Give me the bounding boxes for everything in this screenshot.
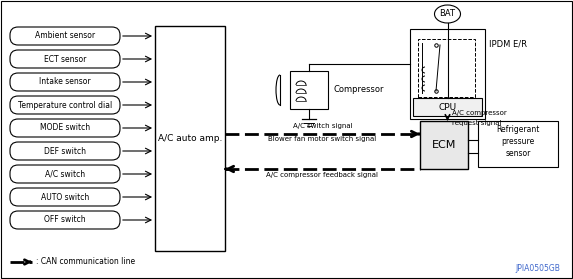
FancyBboxPatch shape xyxy=(10,50,120,68)
FancyBboxPatch shape xyxy=(10,142,120,160)
Text: pressure: pressure xyxy=(501,138,535,146)
Bar xyxy=(413,98,482,116)
Text: A/C compressor: A/C compressor xyxy=(453,110,507,117)
Text: : CAN communication line: : CAN communication line xyxy=(36,258,135,266)
Text: A/C switch: A/C switch xyxy=(45,170,85,179)
Text: Intake sensor: Intake sensor xyxy=(39,78,91,86)
FancyBboxPatch shape xyxy=(10,96,120,114)
Text: ECT sensor: ECT sensor xyxy=(44,54,86,64)
Text: OFF switch: OFF switch xyxy=(44,215,86,225)
Text: sensor: sensor xyxy=(505,150,531,158)
FancyBboxPatch shape xyxy=(10,165,120,183)
Text: Compressor: Compressor xyxy=(333,85,383,95)
Text: Temperature control dial: Temperature control dial xyxy=(18,100,112,109)
FancyBboxPatch shape xyxy=(10,73,120,91)
Text: MODE switch: MODE switch xyxy=(40,124,90,133)
Text: Blower fan motor switch signal: Blower fan motor switch signal xyxy=(268,136,376,142)
Bar xyxy=(410,29,485,119)
Text: CPU: CPU xyxy=(438,102,457,112)
FancyBboxPatch shape xyxy=(10,27,120,45)
Text: DEF switch: DEF switch xyxy=(44,146,86,155)
Text: A/C auto amp.: A/C auto amp. xyxy=(158,134,222,143)
Text: IPDM E/R: IPDM E/R xyxy=(489,40,527,49)
Text: JPIA0505GB: JPIA0505GB xyxy=(515,264,560,273)
Bar xyxy=(155,26,225,251)
Text: A/C switch signal: A/C switch signal xyxy=(293,123,352,129)
FancyBboxPatch shape xyxy=(10,211,120,229)
Ellipse shape xyxy=(434,5,461,23)
Bar xyxy=(420,121,468,169)
Text: BAT: BAT xyxy=(439,9,456,18)
Text: AUTO switch: AUTO switch xyxy=(41,193,89,201)
Text: request signal: request signal xyxy=(453,121,502,126)
Text: A/C compressor feedback signal: A/C compressor feedback signal xyxy=(266,172,379,178)
Bar xyxy=(418,39,475,97)
Text: ECM: ECM xyxy=(432,140,456,150)
Text: Ambient sensor: Ambient sensor xyxy=(35,32,95,40)
Bar xyxy=(478,121,558,167)
Text: Refrigerant: Refrigerant xyxy=(496,126,540,134)
FancyBboxPatch shape xyxy=(10,188,120,206)
Bar xyxy=(290,71,328,109)
FancyBboxPatch shape xyxy=(10,119,120,137)
